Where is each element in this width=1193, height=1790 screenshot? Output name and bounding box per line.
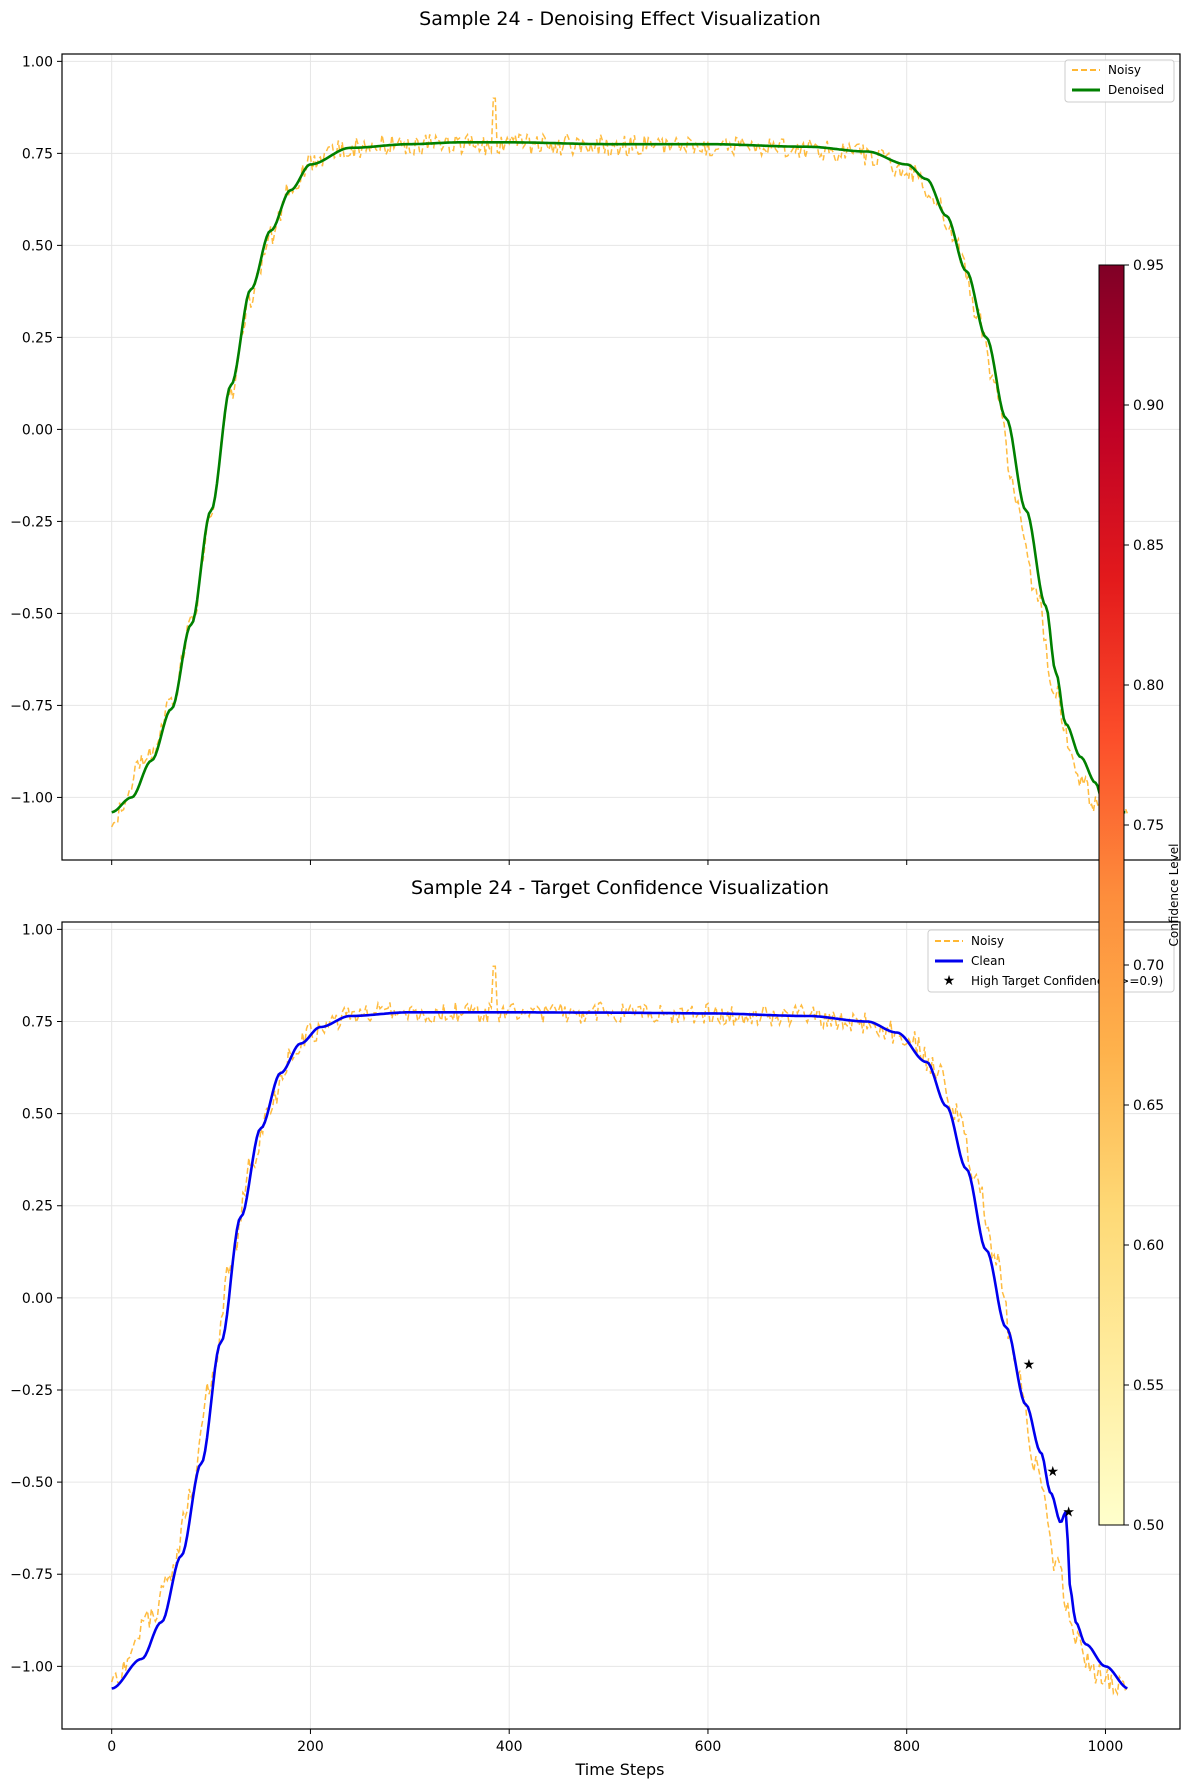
y-tick-label: −0.25 [10,514,53,530]
series-layer [111,97,1128,828]
y-tick-label: 1.00 [22,922,53,938]
colorbar-ticks: 0.50 0.55 0.60 0.65 0.70 0.75 0.80 0.85 0.90 0.95 [1124,258,1164,1534]
x-axis-label: Time Steps [574,1760,664,1779]
y-tick-label: 0.00 [22,1291,53,1307]
series-noisy [111,97,1128,828]
colorbar: 0.50 0.55 0.60 0.65 0.70 0.75 0.80 0.85 0.90 0.95… [1098,258,1181,1534]
high-confidence-point: ★ [1023,1357,1036,1373]
y-axis: −1.00 −0.75 −0.50 −0.25 0.00 0.25 0.50 0.75 1.00 [10,54,62,806]
colorbar-tick-label: 0.85 [1133,538,1164,554]
legend-label: Clean [971,954,1005,968]
colorbar-tick-label: 0.75 [1133,818,1164,834]
y-tick-label: 0.50 [22,238,53,254]
y-tick-label: −0.25 [10,1383,53,1399]
grid [62,54,1180,860]
colorbar-tick-label: 0.90 [1133,398,1164,414]
series-clean [111,1011,1128,1690]
legend-label: High Target Confidence (>=0.9) [971,974,1163,988]
x-tick-label: 200 [297,1739,324,1755]
colorbar-tick-label: 0.55 [1133,1378,1164,1394]
chart-title: Sample 24 - Target Confidence Visualizat… [411,877,829,899]
colorbar-tick-label: 0.65 [1133,1098,1164,1114]
y-tick-label: −0.75 [10,1567,53,1583]
y-tick-label: 0.50 [22,1107,53,1123]
y-axis: −1.00 −0.75 −0.50 −0.25 0.00 0.25 0.50 0.75 1.00 [10,922,62,1675]
y-tick-label: −0.50 [10,606,53,622]
y-tick-label: 0.25 [22,330,53,346]
x-tick-label: 800 [893,1739,920,1755]
y-tick-label: −0.75 [10,698,53,714]
high-confidence-point: ★ [1062,1505,1075,1521]
y-tick-label: 0.25 [22,1199,53,1215]
plot-frame [61,921,1181,1730]
colorbar-tick-label: 0.50 [1133,1518,1164,1534]
colorbar-tick-label: 0.60 [1133,1238,1164,1254]
colorbar-tick-label: 0.80 [1133,678,1164,694]
plot-frame [61,53,1181,861]
denoising-panel: Sample 24 - Denoising Effect Visualizati… [10,8,1181,865]
legend-label: Noisy [971,934,1004,948]
colorbar-tick-label: 0.70 [1133,958,1164,974]
y-tick-label: −0.50 [10,1475,53,1491]
legend-label: Denoised [1108,83,1164,97]
legend-label: Noisy [1108,63,1141,77]
legend-star-marker: ★ [943,973,956,989]
series-denoised [111,141,1126,814]
legend: Noisy Denoised [1064,59,1175,103]
y-tick-label: −1.00 [10,790,53,806]
x-tick-label: 600 [695,1739,722,1755]
series-layer: ★ ★ ★ [110,965,1128,1697]
colorbar-gradient [1098,264,1125,1526]
y-tick-label: 0.75 [22,1014,53,1030]
y-tick-label: 0.75 [22,146,53,162]
high-confidence-point: ★ [1047,1464,1060,1480]
x-axis: 0 200 400 600 800 1000 [107,1729,1123,1755]
chart-title: Sample 24 - Denoising Effect Visualizati… [419,8,821,30]
colorbar-tick-label: 0.95 [1133,258,1164,274]
y-tick-label: 1.00 [22,54,53,70]
x-tick-label: 0 [107,1739,116,1755]
x-tick-label: 400 [496,1739,523,1755]
x-tick-label: 1000 [1088,1739,1124,1755]
y-tick-label: −1.00 [10,1659,53,1675]
y-tick-label: 0.00 [22,422,53,438]
colorbar-label: Confidence Level [1167,844,1181,947]
